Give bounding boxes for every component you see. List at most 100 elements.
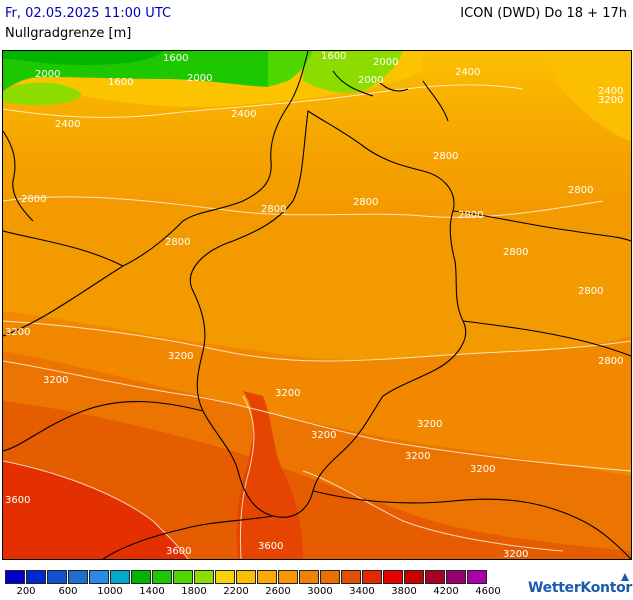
germany-border bbox=[189, 110, 467, 518]
isoline-label: 2800 bbox=[165, 237, 190, 248]
isolines bbox=[3, 84, 631, 559]
isoline-label: 2000 bbox=[373, 57, 398, 68]
legend-swatch bbox=[5, 570, 25, 584]
legend-label: 2600 bbox=[265, 586, 291, 597]
isoline-label: 1600 bbox=[163, 53, 188, 64]
border-austria bbox=[312, 490, 631, 559]
legend-swatch bbox=[425, 570, 445, 584]
isoline-label: 2800 bbox=[21, 194, 46, 205]
isoline-2800 bbox=[3, 320, 631, 362]
border-benelux bbox=[3, 230, 124, 267]
field-low-zone-denmark bbox=[268, 51, 313, 87]
isoline-label: 3200 bbox=[43, 375, 68, 386]
border-czech bbox=[462, 320, 631, 357]
legend-swatch bbox=[320, 570, 340, 584]
isoline-label: 3200 bbox=[405, 451, 430, 462]
brand-name: WetterKontor bbox=[528, 580, 633, 596]
brand-mark-icon bbox=[621, 573, 629, 581]
legend-label: 1000 bbox=[97, 586, 123, 597]
isoline-label: 2000 bbox=[187, 73, 212, 84]
isoline-label: 3200 bbox=[598, 95, 623, 106]
legend-label: 600 bbox=[58, 586, 78, 597]
legend-swatch bbox=[362, 570, 382, 584]
field-low-zone-core bbox=[3, 51, 163, 65]
isoline-label: 2800 bbox=[503, 247, 528, 258]
legend-swatch bbox=[404, 570, 424, 584]
model-run: ICON (DWD) Do 18 + 17h bbox=[460, 6, 627, 21]
isoline-label: 3200 bbox=[275, 388, 300, 399]
isoline-label: 2400 bbox=[231, 109, 256, 120]
isoline-label: 3200 bbox=[470, 464, 495, 475]
isoline-label: 2800 bbox=[458, 210, 483, 221]
legend-swatch bbox=[26, 570, 46, 584]
isoline-label: 1600 bbox=[108, 77, 133, 88]
legend-swatch bbox=[47, 570, 67, 584]
isoline-label: 3200 bbox=[168, 351, 193, 362]
map-canvas: 1600 1600 1600 2000 2000 2000 2000 2400 … bbox=[3, 51, 631, 559]
field-low-zone-coast bbox=[3, 82, 82, 106]
legend-label: 2200 bbox=[223, 586, 249, 597]
border-france bbox=[3, 401, 204, 452]
isoline-label: 2000 bbox=[358, 75, 383, 86]
legend-swatch bbox=[89, 570, 109, 584]
forecast-date: Fr, 02.05.2025 11:00 UTC bbox=[5, 6, 172, 21]
isoline-label: 3600 bbox=[258, 541, 283, 552]
legend-label: 3800 bbox=[391, 586, 417, 597]
isoline-3600 bbox=[3, 460, 189, 559]
freezing-level-map: 1600 1600 1600 2000 2000 2000 2000 2400 … bbox=[2, 50, 632, 560]
legend-swatch bbox=[341, 570, 361, 584]
isoline-label: 3200 bbox=[5, 327, 30, 338]
isoline-3200-b bbox=[302, 470, 564, 552]
legend-swatch bbox=[383, 570, 403, 584]
coastline-west bbox=[3, 51, 309, 337]
isoline-label: 3600 bbox=[166, 546, 191, 557]
border-poland bbox=[452, 210, 631, 242]
isoline-label: 3200 bbox=[417, 419, 442, 430]
legend-swatch bbox=[236, 570, 256, 584]
isoline-label: 2800 bbox=[578, 286, 603, 297]
isoline-label: 3200 bbox=[503, 549, 528, 559]
isoline-label: 2800 bbox=[598, 356, 623, 367]
isoline-3200-a bbox=[3, 360, 631, 472]
legend-swatch bbox=[299, 570, 319, 584]
field-band-2400-ne bbox=[543, 51, 631, 141]
field-band-3600-sw bbox=[3, 461, 188, 559]
legend-swatch bbox=[446, 570, 466, 584]
coast-denmark bbox=[332, 70, 449, 122]
isoline-label: 2800 bbox=[433, 151, 458, 162]
legend-swatch bbox=[467, 570, 487, 584]
isoline-label: 2800 bbox=[261, 204, 286, 215]
legend-swatch bbox=[194, 570, 214, 584]
isoline-label: 3200 bbox=[311, 430, 336, 441]
isoline-label: 2800 bbox=[568, 185, 593, 196]
legend-swatch bbox=[257, 570, 277, 584]
legend-swatch bbox=[68, 570, 88, 584]
legend-label: 3400 bbox=[349, 586, 375, 597]
legend-swatch bbox=[173, 570, 193, 584]
field-low-zone-baltic bbox=[303, 51, 403, 93]
isoline-label: 2000 bbox=[35, 69, 60, 80]
legend-label: 4600 bbox=[475, 586, 501, 597]
isoline-2400 bbox=[3, 196, 604, 218]
legend-label: 1400 bbox=[139, 586, 165, 597]
color-legend bbox=[5, 570, 515, 586]
isoline-3200-rhine bbox=[239, 395, 255, 559]
isoline-label: 1600 bbox=[321, 51, 346, 62]
border-switzerland bbox=[102, 515, 274, 559]
legend-label: 200 bbox=[16, 586, 36, 597]
legend-label: 4200 bbox=[433, 586, 459, 597]
legend-swatch bbox=[278, 570, 298, 584]
isoline-label: 2400 bbox=[55, 119, 80, 130]
legend-swatch bbox=[110, 570, 130, 584]
legend-label: 3000 bbox=[307, 586, 333, 597]
parameter-title: Nullgradgrenze [m] bbox=[5, 26, 132, 41]
isoline-label: 2400 bbox=[455, 67, 480, 78]
isoline-label: 2800 bbox=[353, 197, 378, 208]
legend-swatch bbox=[131, 570, 151, 584]
field-band-3400 bbox=[3, 401, 631, 559]
isoline-label: 3600 bbox=[5, 495, 30, 506]
coast-uk bbox=[3, 130, 34, 222]
legend-label: 1800 bbox=[181, 586, 207, 597]
legend-swatch bbox=[152, 570, 172, 584]
legend-swatch bbox=[215, 570, 235, 584]
